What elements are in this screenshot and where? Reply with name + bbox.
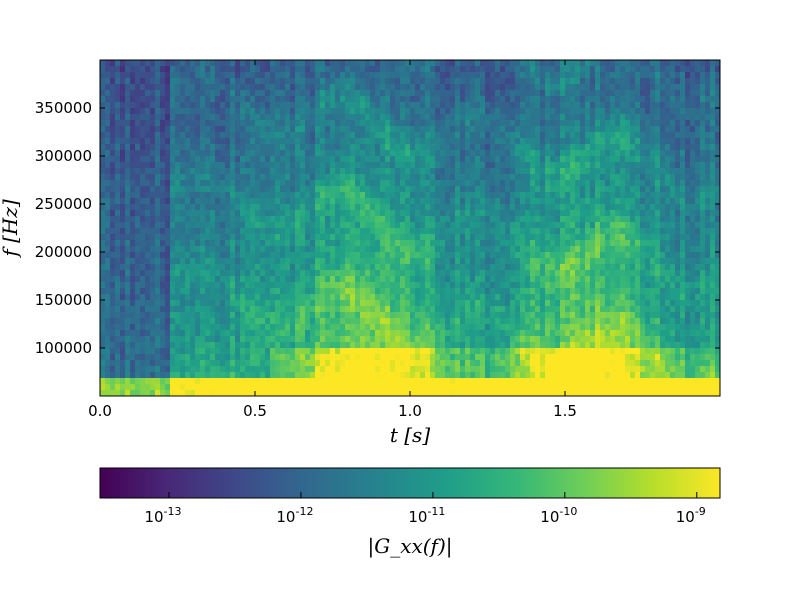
x-tick-label: 1.0	[398, 402, 422, 420]
y-tick-label: 100000	[35, 339, 92, 357]
spectrogram-heatmap	[100, 60, 720, 396]
x-tick-label: 0.0	[88, 402, 112, 420]
colorbar-tick-label: 10-9	[676, 505, 706, 526]
x-axis-label: t [s]	[390, 423, 430, 447]
y-axis-label: f [Hz]	[0, 199, 22, 259]
x-tick-label: 1.5	[553, 402, 577, 420]
x-axis: 0.0 0.5 1.0 1.5	[88, 60, 577, 420]
y-tick-label: 350000	[35, 99, 92, 117]
y-tick-label: 200000	[35, 243, 92, 261]
y-tick-label: 150000	[35, 291, 92, 309]
colorbar-tick-label: 10-13	[144, 505, 181, 526]
colorbar-tick-label: 10-11	[408, 505, 445, 526]
y-axis: 100000 150000 200000 250000 300000 350000	[35, 99, 720, 357]
colorbar	[99, 467, 721, 499]
y-tick-label: 300000	[35, 147, 92, 165]
colorbar-tick-label: 10-10	[540, 505, 577, 526]
colorbar-tick-label: 10-12	[276, 505, 313, 526]
colorbar-label: |G_xx(f)|	[367, 534, 452, 559]
x-tick-label: 0.5	[243, 402, 267, 420]
y-tick-label: 250000	[35, 195, 92, 213]
